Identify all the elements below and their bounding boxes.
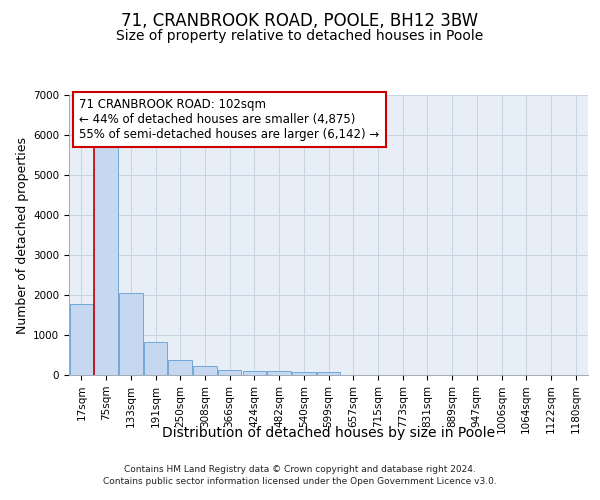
Text: 71 CRANBROOK ROAD: 102sqm
← 44% of detached houses are smaller (4,875)
55% of se: 71 CRANBROOK ROAD: 102sqm ← 44% of detac… [79,98,380,141]
Bar [292,372,316,375]
Bar [94,144,118,375]
Bar [144,342,167,375]
Bar [317,372,340,375]
Y-axis label: Number of detached properties: Number of detached properties [16,136,29,334]
Bar [119,292,143,375]
Text: 71, CRANBROOK ROAD, POOLE, BH12 3BW: 71, CRANBROOK ROAD, POOLE, BH12 3BW [121,12,479,30]
Text: Size of property relative to detached houses in Poole: Size of property relative to detached ho… [116,29,484,43]
Bar [169,360,192,375]
Bar [70,304,93,375]
Bar [268,372,291,375]
Bar [242,371,266,375]
Bar [218,370,241,375]
Text: Contains HM Land Registry data © Crown copyright and database right 2024.: Contains HM Land Registry data © Crown c… [124,465,476,474]
Bar [193,366,217,375]
Text: Distribution of detached houses by size in Poole: Distribution of detached houses by size … [162,426,496,440]
Text: Contains public sector information licensed under the Open Government Licence v3: Contains public sector information licen… [103,478,497,486]
